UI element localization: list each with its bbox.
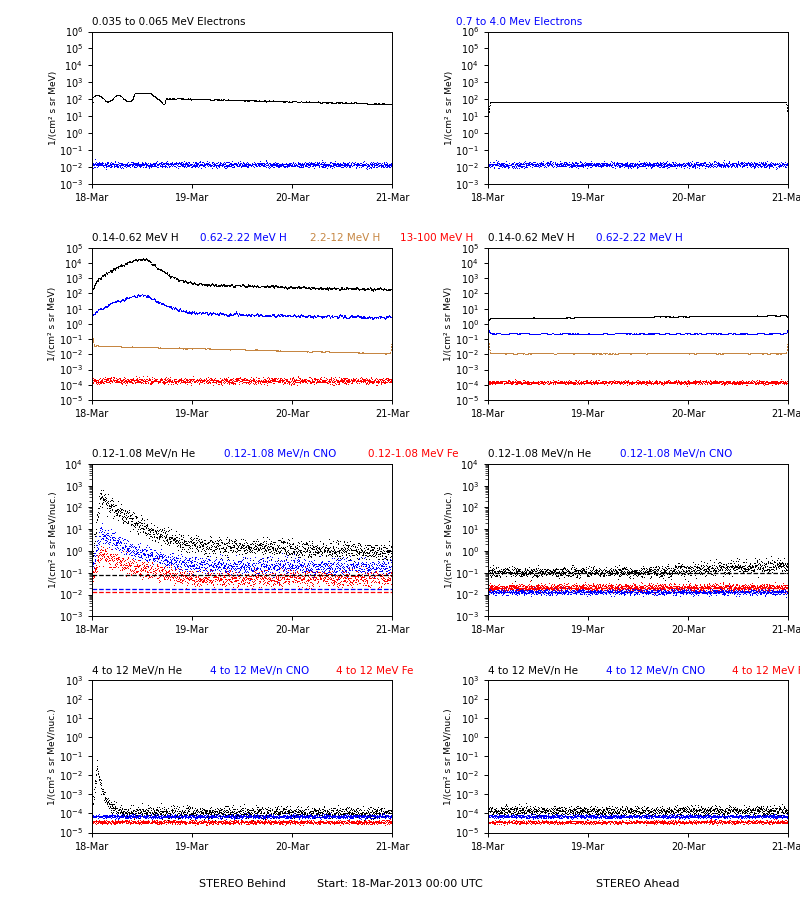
Text: 13-100 MeV H: 13-100 MeV H (400, 233, 474, 243)
Y-axis label: 1/(cm² s sr MeV): 1/(cm² s sr MeV) (444, 287, 454, 361)
Text: 0.14-0.62 MeV H: 0.14-0.62 MeV H (92, 233, 178, 243)
Y-axis label: 1/(cm² s sr MeV/nuc.): 1/(cm² s sr MeV/nuc.) (48, 708, 58, 805)
Text: 4 to 12 MeV Fe: 4 to 12 MeV Fe (336, 666, 414, 676)
Y-axis label: 1/(cm² s sr MeV): 1/(cm² s sr MeV) (49, 70, 58, 145)
Text: 0.7 to 4.0 Mev Electrons: 0.7 to 4.0 Mev Electrons (456, 17, 582, 27)
Text: STEREO Ahead: STEREO Ahead (596, 879, 680, 889)
Y-axis label: 1/(cm² s sr MeV/nuc.): 1/(cm² s sr MeV/nuc.) (49, 491, 58, 589)
Text: 0.035 to 0.065 MeV Electrons: 0.035 to 0.065 MeV Electrons (92, 17, 246, 27)
Text: 4 to 12 MeV/n CNO: 4 to 12 MeV/n CNO (210, 666, 310, 676)
Text: 4 to 12 MeV Fe: 4 to 12 MeV Fe (732, 666, 800, 676)
Y-axis label: 1/(cm² s sr MeV): 1/(cm² s sr MeV) (48, 287, 58, 361)
Y-axis label: 1/(cm² s sr MeV/nuc.): 1/(cm² s sr MeV/nuc.) (445, 491, 454, 589)
Text: 0.12-1.08 MeV/n He: 0.12-1.08 MeV/n He (488, 449, 591, 460)
Y-axis label: 1/(cm² s sr MeV/nuc.): 1/(cm² s sr MeV/nuc.) (444, 708, 454, 805)
Text: 0.12-1.08 MeV/n CNO: 0.12-1.08 MeV/n CNO (620, 449, 732, 460)
Text: 4 to 12 MeV/n He: 4 to 12 MeV/n He (488, 666, 578, 676)
Text: 0.12-1.08 MeV/n CNO: 0.12-1.08 MeV/n CNO (224, 449, 336, 460)
Text: 4 to 12 MeV/n He: 4 to 12 MeV/n He (92, 666, 182, 676)
Y-axis label: 1/(cm² s sr MeV): 1/(cm² s sr MeV) (445, 70, 454, 145)
Text: 0.62-2.22 MeV H: 0.62-2.22 MeV H (200, 233, 286, 243)
Text: 0.12-1.08 MeV/n He: 0.12-1.08 MeV/n He (92, 449, 195, 460)
Text: 4 to 12 MeV/n CNO: 4 to 12 MeV/n CNO (606, 666, 706, 676)
Text: 2.2-12 MeV H: 2.2-12 MeV H (310, 233, 380, 243)
Text: Start: 18-Mar-2013 00:00 UTC: Start: 18-Mar-2013 00:00 UTC (317, 879, 483, 889)
Text: 0.12-1.08 MeV Fe: 0.12-1.08 MeV Fe (368, 449, 458, 460)
Text: STEREO Behind: STEREO Behind (198, 879, 286, 889)
Text: 0.14-0.62 MeV H: 0.14-0.62 MeV H (488, 233, 574, 243)
Text: 0.62-2.22 MeV H: 0.62-2.22 MeV H (596, 233, 682, 243)
